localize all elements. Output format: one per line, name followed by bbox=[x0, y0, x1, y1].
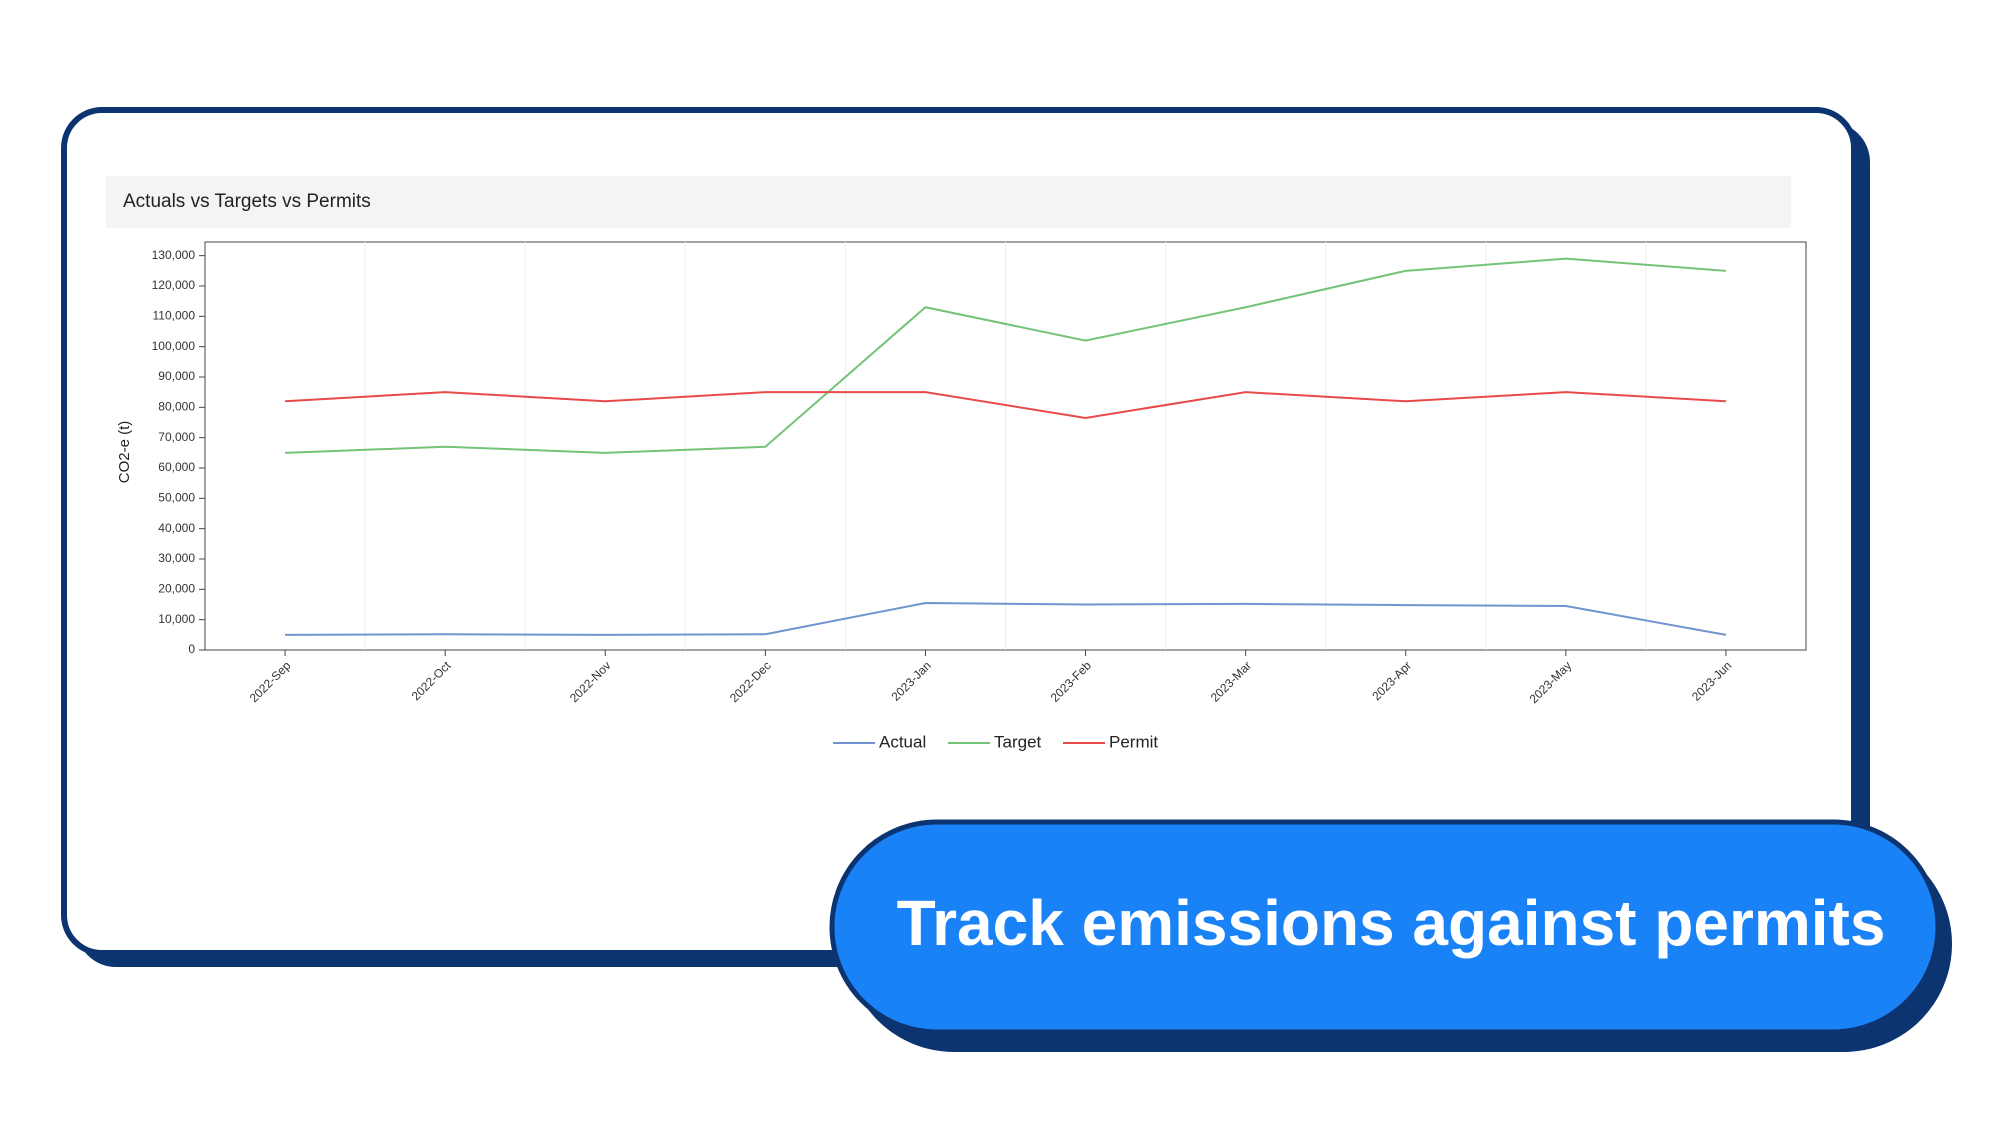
y-tick-label: 10,000 bbox=[158, 612, 195, 626]
y-tick-label: 70,000 bbox=[158, 430, 195, 444]
y-tick-label: 30,000 bbox=[158, 551, 195, 565]
banner bbox=[829, 819, 1941, 1035]
y-tick-label: 110,000 bbox=[153, 308, 196, 322]
y-tick-label: 130,000 bbox=[152, 248, 196, 262]
y-tick-label: 90,000 bbox=[158, 369, 195, 383]
y-tick-label: 120,000 bbox=[152, 278, 196, 292]
y-tick-label: 100,000 bbox=[152, 339, 196, 353]
legend-label: Target bbox=[994, 732, 1042, 751]
y-tick-label: 0 bbox=[188, 642, 195, 656]
series-line bbox=[285, 257, 1727, 454]
legend-label: Actual bbox=[879, 732, 926, 751]
y-axis-label: CO2-e (t) bbox=[116, 421, 133, 484]
series-line bbox=[284, 391, 1727, 419]
y-tick-label: 20,000 bbox=[158, 582, 195, 596]
y-tick-label: 50,000 bbox=[158, 490, 195, 504]
legend-label: Permit bbox=[1109, 732, 1158, 751]
y-tick-label: 80,000 bbox=[158, 399, 195, 413]
y-tick-label: 60,000 bbox=[158, 460, 195, 474]
chart-header bbox=[106, 176, 1791, 228]
banner-text: Track emissions against permits bbox=[897, 887, 1886, 959]
y-tick-label: 40,000 bbox=[158, 521, 195, 535]
series-line bbox=[285, 601, 1727, 636]
chart-title: Actuals vs Targets vs Permits bbox=[123, 191, 371, 212]
